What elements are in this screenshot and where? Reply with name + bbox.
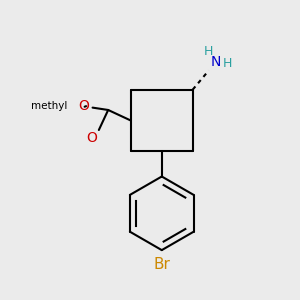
Text: H: H — [204, 45, 214, 58]
Text: O: O — [86, 131, 98, 146]
Text: H: H — [223, 58, 232, 70]
Text: Br: Br — [153, 257, 170, 272]
Text: O: O — [78, 99, 89, 113]
Text: N: N — [210, 55, 220, 69]
Text: methyl: methyl — [31, 101, 67, 111]
